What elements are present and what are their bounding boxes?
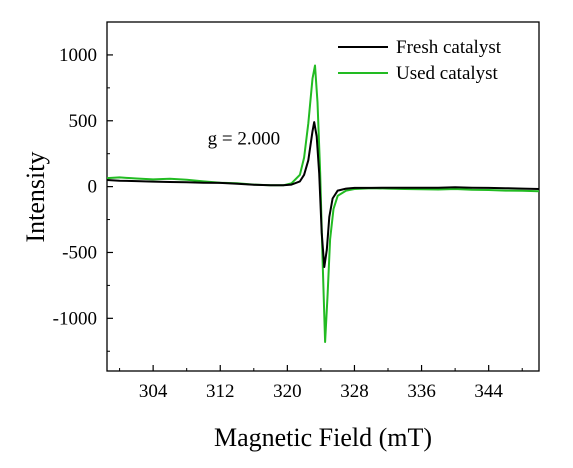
y-tick-label: 500 <box>69 111 98 132</box>
g-value-annotation: g = 2.000 <box>208 128 280 149</box>
legend-label-fresh: Fresh catalyst <box>396 37 502 58</box>
x-tick-label: 320 <box>273 381 302 402</box>
y-tick-label: 1000 <box>59 45 97 66</box>
y-tick-label: -1000 <box>53 308 97 329</box>
x-tick-label: 312 <box>206 381 235 402</box>
x-axis: 304 312 320 328 336 344 <box>119 365 523 402</box>
series-line-fresh <box>106 121 540 268</box>
x-tick-label: 328 <box>340 381 369 402</box>
x-tick-label: 344 <box>474 381 503 402</box>
legend-label-used: Used catalyst <box>396 63 499 84</box>
legend: Fresh catalyst Used catalyst <box>338 37 502 84</box>
series-layer <box>106 64 540 343</box>
series-line-used <box>106 64 540 343</box>
y-axis: -1000 -500 0 500 1000 <box>53 21 113 352</box>
x-tick-label: 336 <box>407 381 436 402</box>
x-axis-label: Magnetic Field (mT) <box>214 423 432 452</box>
y-axis-label: Intensity <box>21 152 50 243</box>
y-tick-label: 0 <box>88 177 98 198</box>
y-tick-label: -500 <box>62 242 97 263</box>
x-tick-label: 304 <box>139 381 168 402</box>
plot-frame <box>106 21 540 372</box>
